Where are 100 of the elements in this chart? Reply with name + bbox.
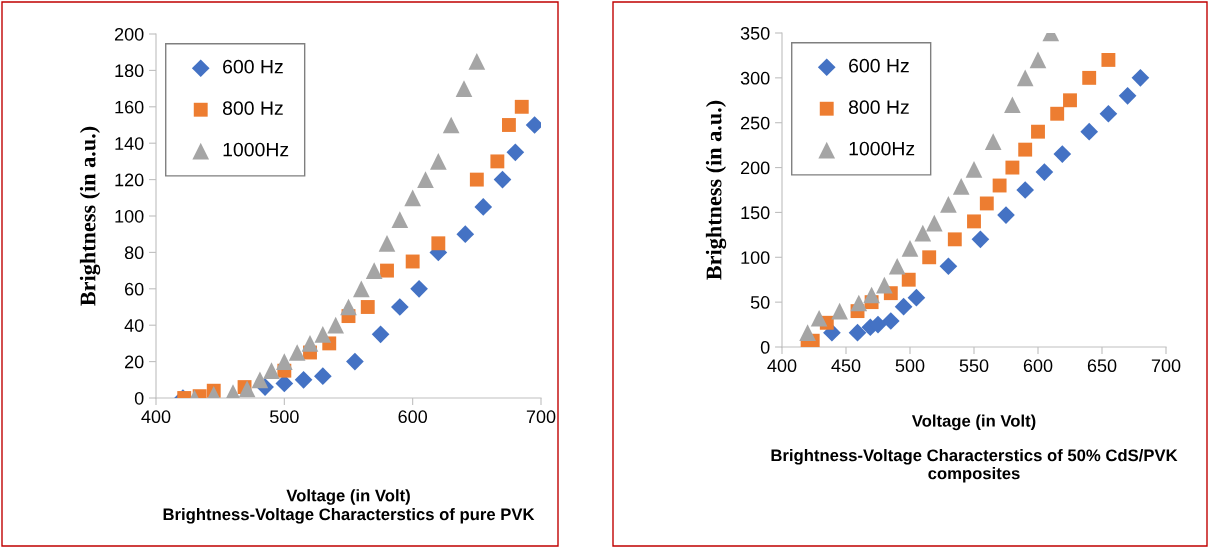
y-tick-label: 350: [740, 26, 770, 40]
point: [1063, 93, 1077, 108]
y-tick-label: 200: [740, 161, 770, 175]
y-tick-label: 40: [124, 319, 144, 332]
point: [378, 234, 396, 252]
point: [971, 230, 990, 249]
point: [380, 263, 394, 278]
point: [876, 276, 893, 294]
point: [799, 324, 816, 341]
point: [939, 257, 958, 276]
legend-label: 800 Hz: [222, 101, 283, 116]
point: [940, 196, 957, 213]
point: [1131, 69, 1150, 87]
point: [493, 170, 512, 189]
point: [907, 288, 926, 307]
point: [894, 297, 913, 316]
point: [881, 312, 900, 330]
point: [410, 279, 428, 298]
y-tick-label: 140: [115, 137, 144, 150]
x-tick-label: 500: [269, 410, 299, 424]
x-tick-label: 700: [526, 410, 556, 424]
point: [251, 371, 269, 389]
point: [1101, 52, 1116, 67]
point: [456, 225, 475, 244]
point: [391, 211, 409, 228]
point: [1035, 163, 1054, 181]
point: [967, 214, 981, 229]
point: [888, 257, 906, 275]
legend-label: 600 Hz: [223, 59, 283, 74]
point: [371, 325, 390, 344]
x-tick-label: 400: [767, 359, 797, 373]
point: [1080, 122, 1099, 141]
point: [469, 172, 484, 187]
y-tick-label: 80: [124, 246, 144, 260]
point: [417, 171, 434, 188]
point: [327, 316, 344, 334]
text: Brightness-Voltage Characterstics of pure PVK: [163, 508, 535, 524]
point: [238, 380, 256, 398]
y-axis-title: Brightness (in a.u.): [705, 100, 727, 280]
legend-label: 1000Hz: [223, 142, 289, 157]
legend-label: 600 Hz: [849, 58, 909, 73]
point: [1099, 104, 1118, 123]
point: [501, 118, 516, 132]
y-tick-label: 300: [740, 71, 770, 85]
point: [1082, 70, 1097, 85]
point: [965, 161, 983, 178]
y-axis-title: Brightness (in a.u.): [79, 126, 101, 306]
y-tick-label: 100: [115, 209, 144, 223]
point: [1016, 181, 1035, 199]
x-tick-label: 700: [1151, 359, 1181, 373]
point: [506, 143, 525, 162]
point: [360, 300, 375, 314]
point: [831, 302, 848, 320]
point: [353, 280, 370, 298]
point: [340, 298, 357, 316]
point: [1118, 86, 1137, 105]
y-tick-label: 100: [741, 251, 770, 265]
y-tick-label: 20: [125, 355, 144, 369]
y-tick-label: 50: [750, 296, 770, 309]
x-tick-label: 600: [398, 410, 428, 424]
x-tick-label: 650: [1087, 359, 1117, 373]
x-axis-title: Voltage (in Volt): [286, 489, 410, 505]
point: [288, 344, 306, 361]
point: [810, 309, 828, 327]
point: [294, 370, 313, 389]
point: [992, 178, 1007, 193]
point: [405, 254, 420, 269]
y-tick-label: 160: [115, 100, 144, 114]
point: [1050, 106, 1065, 121]
point: [952, 178, 970, 195]
x-tick-label: 550: [959, 359, 989, 373]
point: [468, 52, 486, 70]
point: [313, 367, 332, 385]
point: [1016, 69, 1034, 87]
point: [442, 116, 460, 134]
y-tick-label: 250: [740, 116, 770, 130]
x-axis-title: Voltage (in Volt): [911, 414, 1036, 431]
point: [947, 232, 962, 247]
point: [1031, 124, 1045, 139]
point: [314, 325, 332, 343]
legend-label: 1000Hz: [849, 141, 915, 156]
point: [346, 352, 364, 371]
y-tick-label: 200: [114, 27, 144, 41]
point: [430, 153, 447, 170]
point: [922, 250, 937, 265]
point: [979, 196, 994, 211]
point: [1018, 142, 1033, 157]
point: [474, 198, 493, 216]
point: [901, 272, 916, 287]
point: [914, 224, 932, 242]
y-tick-label: 0: [760, 340, 770, 354]
point: [431, 236, 446, 251]
point: [490, 154, 505, 169]
point: [1004, 96, 1021, 114]
point: [390, 298, 409, 316]
x-tick-label: 450: [831, 359, 861, 373]
point: [514, 99, 529, 114]
y-tick-label: 150: [741, 206, 770, 220]
point: [848, 323, 867, 342]
point: [850, 294, 868, 312]
